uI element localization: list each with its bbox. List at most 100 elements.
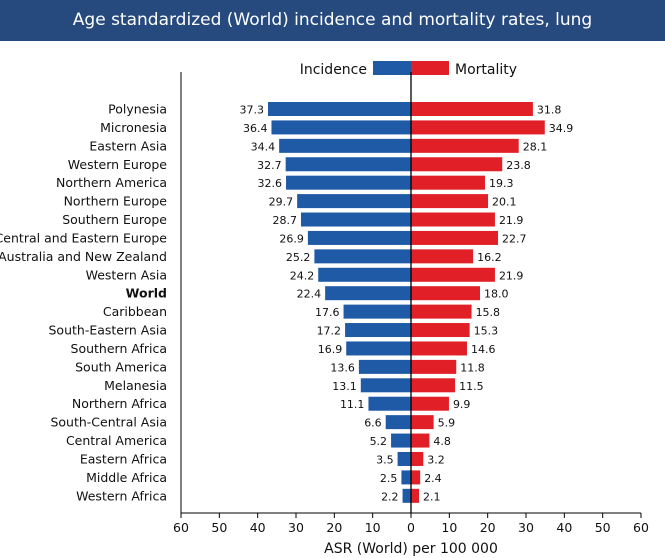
bar-mortality-eastern-africa: [411, 451, 424, 466]
bar-incidence-northern-europe: [297, 194, 411, 209]
bar-incidence-western-europe: [285, 157, 411, 172]
legend-swatch-incidence: [373, 61, 411, 75]
category-label-eastern-africa: Eastern Africa: [80, 451, 167, 466]
legend-swatch-mortality: [411, 61, 449, 75]
value-label-mortality-western-asia: 21.9: [499, 269, 524, 282]
bar-incidence-eastern-asia: [279, 138, 411, 153]
axes: [180, 72, 641, 514]
bar-incidence-northern-america: [286, 175, 411, 190]
bar-incidence-southern-europe: [300, 212, 411, 227]
bar-mortality-caribbean: [411, 304, 472, 319]
value-label-mortality-world: 18.0: [484, 288, 509, 301]
category-label-western-africa: Western Africa: [76, 488, 167, 503]
butterfly-bar-chart: Incidence Mortality 37.3 36.4 34.4 32.7 32.6…: [0, 61, 649, 557]
bar-mortality-south-central-asia: [411, 415, 434, 430]
bar-incidence-south-america: [358, 359, 411, 374]
x-tick-label: 10: [441, 520, 457, 535]
value-label-mortality-south-central-asia: 5.9: [438, 417, 456, 430]
value-label-incidence-melanesia: 13.1: [332, 380, 357, 393]
bar-incidence-australia-and-new-zealand: [314, 249, 411, 264]
value-label-mortality-polynesia: 31.8: [537, 104, 562, 117]
bar-incidence-world: [325, 286, 411, 301]
bar-mortality-northern-america: [411, 175, 485, 190]
x-tick-label: 0: [407, 520, 415, 535]
value-label-incidence-australia-and-new-zealand: 25.2: [286, 251, 311, 264]
x-tick-label: 60: [173, 520, 189, 535]
value-label-incidence-south-america: 13.6: [330, 361, 355, 374]
bar-mortality-western-asia: [411, 267, 495, 282]
value-label-incidence-southern-africa: 16.9: [318, 343, 343, 356]
bar-mortality-central-and-eastern-europe: [411, 230, 499, 245]
x-tick-label: 30: [518, 520, 534, 535]
bar-mortality-polynesia: [411, 102, 533, 116]
value-label-mortality-micronesia: 34.9: [549, 122, 574, 135]
category-label-middle-africa: Middle Africa: [86, 470, 167, 485]
category-label-south-america: South America: [75, 359, 167, 374]
category-label-south-central-asia: South-Central Asia: [50, 415, 167, 430]
bar-incidence-melanesia: [360, 378, 411, 393]
x-axis-ticks: 60 50 40 30 20 10 0 10 20 30 40 50 60: [173, 513, 649, 535]
category-label-south-eastern-asia: South-Eastern Asia: [48, 323, 167, 338]
incidence-bars: [268, 102, 411, 503]
x-tick-label: 60: [633, 520, 649, 535]
category-label-western-asia: Western Asia: [86, 267, 167, 282]
chart-title: Age standardized (World) incidence and m…: [72, 10, 593, 30]
category-label-central-america: Central America: [66, 433, 167, 448]
x-axis-label: ASR (World) per 100 000: [324, 541, 498, 557]
bar-mortality-melanesia: [411, 378, 456, 393]
bar-mortality-southern-africa: [411, 341, 467, 356]
bar-mortality-northern-europe: [411, 194, 489, 209]
value-label-incidence-eastern-africa: 3.5: [376, 453, 394, 466]
legend: Incidence Mortality: [300, 61, 517, 78]
bar-incidence-central-and-eastern-europe: [307, 230, 411, 245]
value-label-mortality-melanesia: 11.5: [459, 380, 484, 393]
value-label-incidence-eastern-asia: 34.4: [251, 140, 276, 153]
bar-incidence-middle-africa: [401, 470, 411, 485]
value-label-mortality-middle-africa: 2.4: [424, 472, 442, 485]
category-label-caribbean: Caribbean: [103, 304, 167, 319]
value-label-incidence-south-eastern-asia: 17.2: [317, 325, 342, 338]
bar-mortality-south-america: [411, 359, 457, 374]
value-label-mortality-eastern-asia: 28.1: [523, 140, 548, 153]
bar-incidence-south-central-asia: [385, 415, 411, 430]
value-label-incidence-western-africa: 2.2: [381, 490, 399, 503]
bar-incidence-southern-africa: [346, 341, 411, 356]
value-label-mortality-south-eastern-asia: 15.3: [474, 325, 499, 338]
value-label-incidence-western-asia: 24.2: [290, 269, 315, 282]
value-label-mortality-south-america: 11.8: [460, 361, 485, 374]
value-label-mortality-northern-europe: 20.1: [492, 196, 517, 209]
bar-mortality-micronesia: [411, 120, 545, 135]
bar-mortality-central-america: [411, 433, 430, 448]
value-label-mortality-central-and-eastern-europe: 22.7: [502, 232, 527, 245]
value-label-mortality-australia-and-new-zealand: 16.2: [477, 251, 502, 264]
category-label-northern-america: Northern America: [56, 175, 167, 190]
value-label-mortality-northern-america: 19.3: [489, 177, 514, 190]
bar-mortality-world: [411, 286, 480, 301]
value-label-mortality-eastern-africa: 3.2: [427, 453, 445, 466]
bar-mortality-western-europe: [411, 157, 503, 172]
x-tick-label: 40: [250, 520, 266, 535]
category-label-polynesia: Polynesia: [108, 102, 167, 117]
bar-mortality-western-africa: [411, 488, 420, 503]
category-label-world: World: [126, 286, 167, 301]
value-label-incidence-northern-africa: 11.1: [340, 398, 365, 411]
value-label-mortality-western-africa: 2.1: [423, 490, 441, 503]
value-label-incidence-northern-europe: 29.7: [269, 196, 294, 209]
category-labels: Polynesia Micronesia Eastern Asia Western E…: [0, 102, 167, 504]
bar-mortality-australia-and-new-zealand: [411, 249, 474, 264]
value-label-incidence-south-central-asia: 6.6: [364, 417, 382, 430]
bar-mortality-southern-europe: [411, 212, 495, 227]
bar-mortality-eastern-asia: [411, 138, 519, 153]
value-label-incidence-polynesia: 37.3: [240, 104, 265, 117]
category-label-central-and-eastern-europe: Central and Eastern Europe: [0, 230, 167, 245]
mortality-value-labels: 31.8 34.928.1 23.8 19.3 20.1 21.9 22.716.2 21.9…: [423, 104, 573, 504]
bar-incidence-micronesia: [271, 120, 411, 135]
value-label-mortality-caribbean: 15.8: [476, 306, 501, 319]
category-label-northern-africa: Northern Africa: [72, 396, 167, 411]
value-label-incidence-central-america: 5.2: [370, 435, 388, 448]
bar-incidence-central-america: [391, 433, 411, 448]
value-label-incidence-world: 22.4: [297, 288, 322, 301]
bar-mortality-northern-africa: [411, 396, 449, 411]
category-label-northern-europe: Northern Europe: [64, 194, 168, 209]
x-tick-label: 50: [595, 520, 611, 535]
